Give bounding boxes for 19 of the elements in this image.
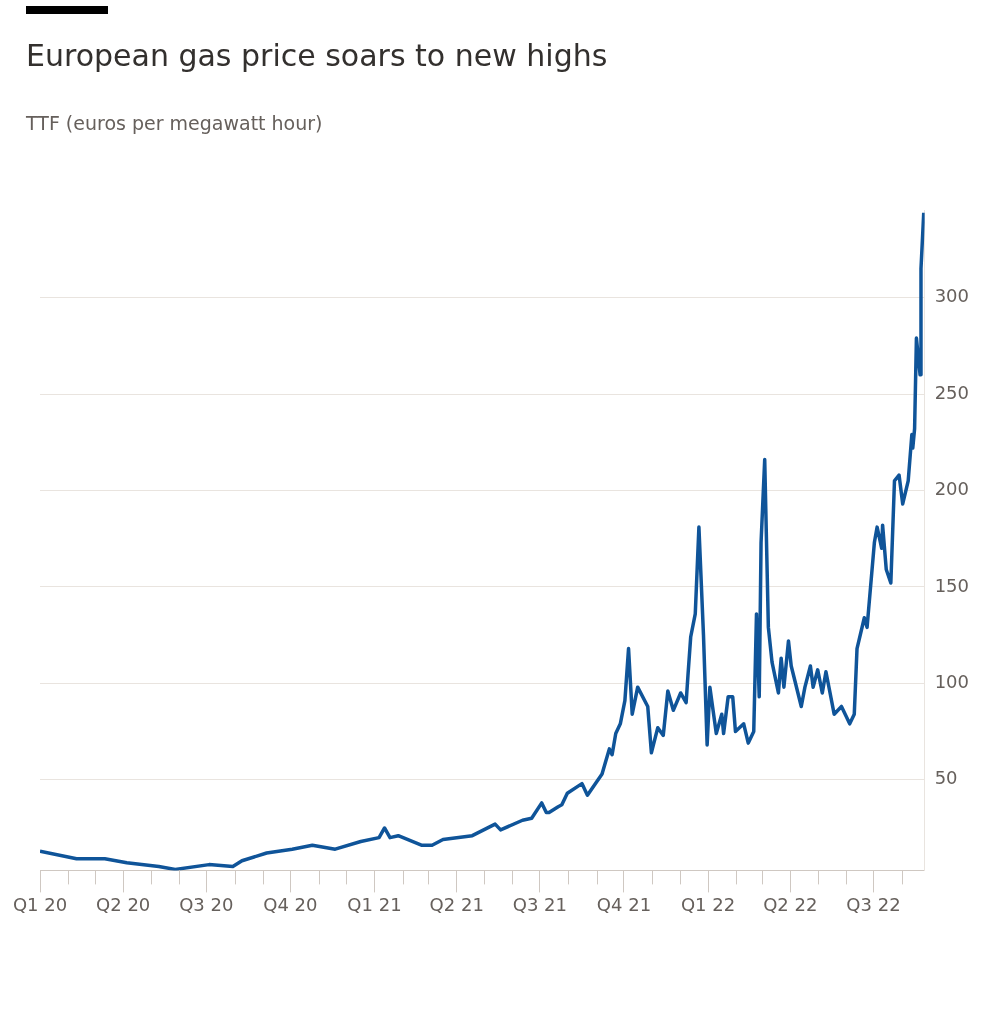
chart-title: European gas price soars to new highs (26, 38, 608, 73)
x-tick-label: Q1 20 (12, 893, 68, 915)
x-tick-label: Q2 20 (96, 893, 151, 915)
chart-subtitle: TTF (euros per megawatt hour) (26, 112, 323, 134)
x-tick-label: Q4 21 (596, 893, 652, 915)
x-tick-label: Q3 21 (512, 893, 568, 915)
x-tick-label: Q3 20 (179, 893, 234, 915)
x-tick-label: Q1 22 (680, 893, 736, 915)
y-tick-label: 150 (934, 574, 969, 596)
x-tick-label: Q1 21 (347, 893, 402, 915)
x-tick-label: Q2 22 (763, 893, 818, 915)
x-tick-label: Q4 20 (263, 893, 318, 915)
y-tick-label: 200 (934, 478, 969, 500)
x-tick-label: Q2 21 (429, 893, 484, 915)
y-tick-label: 300 (934, 285, 969, 307)
x-tick-label: Q3 22 (846, 893, 901, 915)
y-tick-label: 50 (934, 767, 958, 789)
y-tick-label: 250 (934, 381, 969, 403)
y-tick-label: 100 (934, 670, 969, 692)
